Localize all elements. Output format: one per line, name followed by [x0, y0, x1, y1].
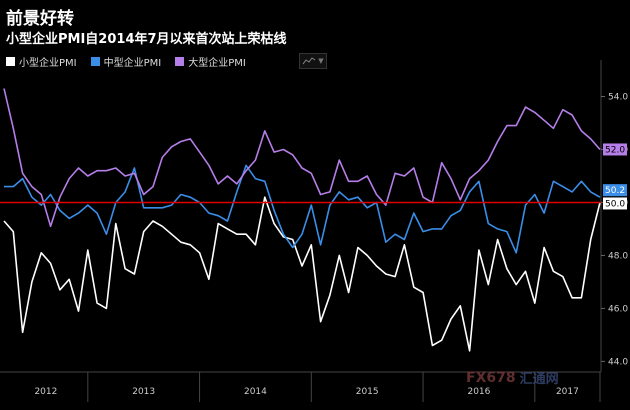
chart-type-selector[interactable]: ▼ [299, 53, 327, 69]
x-tick-label: 2013 [132, 387, 155, 397]
y-tick-label: 54.0 [608, 92, 628, 102]
x-tick-label: 2015 [356, 387, 379, 397]
end-label-bg-0 [603, 197, 627, 210]
x-tick-label: 2016 [467, 387, 490, 397]
watermark-logo: FX678 汇通网 [466, 368, 559, 388]
x-tick-label: 2017 [556, 387, 579, 397]
chart-subtitle: 小型企业PMI自2014年7月以来首次站上荣枯线 [6, 32, 287, 47]
legend-swatch-small [6, 57, 15, 66]
legend-swatch-medium [90, 57, 100, 66]
end-label-bg-2 [603, 143, 627, 156]
line-chart-icon [302, 57, 316, 65]
y-tick-label: 46.0 [608, 304, 628, 314]
watermark-sub: 汇通网 [519, 372, 559, 387]
y-tick-label: 48.0 [608, 251, 628, 261]
y-tick-label: 44.0 [608, 357, 628, 367]
chart-legend: 小型企业PMI 中型企业PMI 大型企业PMI [6, 54, 246, 69]
x-tick-label: 2014 [244, 387, 267, 397]
legend-label-large: 大型企业PMI [188, 58, 246, 69]
legend-label-small: 小型企业PMI [19, 58, 77, 69]
x-tick-label: 2012 [34, 387, 57, 397]
end-label-1: 50.2 [605, 186, 625, 196]
legend-swatch-large [175, 57, 185, 66]
legend-item-large[interactable]: 大型企业PMI [175, 54, 246, 69]
end-label-0: 50.0 [605, 199, 625, 209]
legend-item-medium[interactable]: 中型企业PMI [90, 54, 162, 69]
end-label-2: 52.0 [605, 145, 625, 155]
series-line-1 [4, 164, 601, 254]
chevron-down-icon: ▼ [318, 57, 324, 65]
watermark-main: FX678 [466, 369, 516, 386]
legend-label-medium: 中型企业PMI [103, 58, 162, 69]
legend-item-small[interactable]: 小型企业PMI [6, 54, 77, 69]
page-title: 前景好转 [6, 9, 74, 29]
series-line-2 [3, 88, 601, 228]
end-label-bg-1 [603, 184, 627, 197]
series-line-0 [3, 196, 601, 352]
